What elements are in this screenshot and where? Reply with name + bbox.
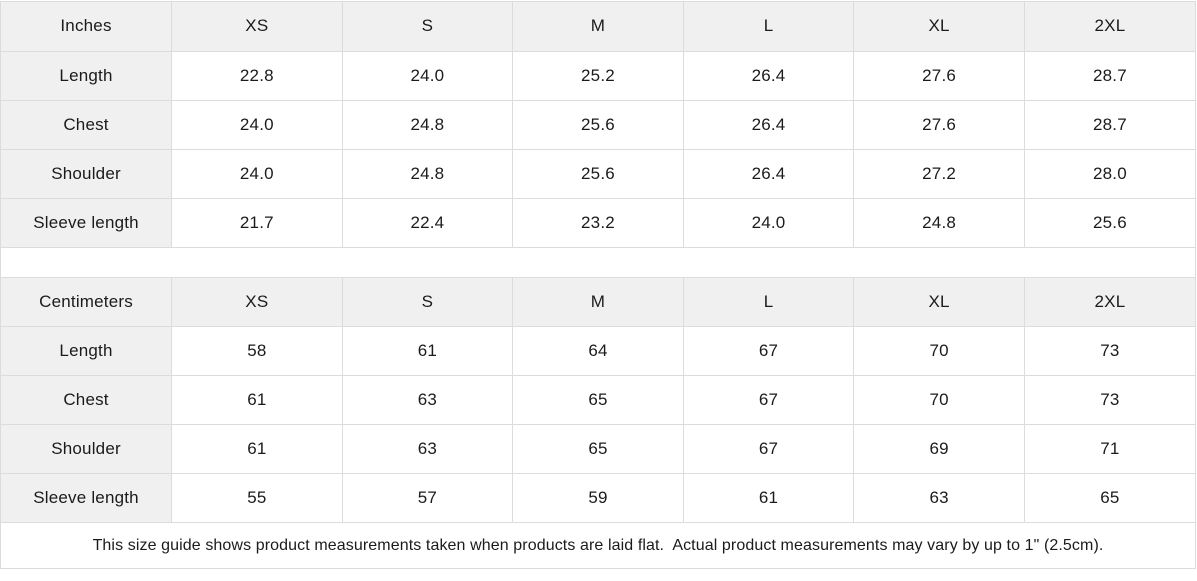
size-header-xs: XS — [171, 277, 343, 327]
row-label: Shoulder — [1, 149, 173, 199]
measurement-cell: 27.6 — [853, 51, 1025, 101]
size-header-xs: XS — [171, 2, 343, 52]
row-label: Chest — [1, 100, 173, 150]
measurement-cell: 70 — [853, 326, 1025, 376]
measurement-cell: 73 — [1024, 326, 1195, 376]
size-guide: Inches XS S M L XL 2XL Length 22.8 24.0 … — [0, 1, 1196, 569]
table-section-gap — [1, 247, 1195, 278]
measurement-cell: 67 — [683, 375, 855, 425]
measurement-cell: 59 — [512, 473, 684, 523]
measurement-cell: 67 — [683, 326, 855, 376]
measurement-cell: 28.7 — [1024, 100, 1195, 150]
table-row-shoulder: Shoulder 61 63 65 67 69 71 — [1, 424, 1195, 474]
measurement-cell: 27.6 — [853, 100, 1025, 150]
measurement-cell: 25.2 — [512, 51, 684, 101]
measurement-cell: 63 — [853, 473, 1025, 523]
measurement-cell: 24.0 — [171, 100, 343, 150]
table-row-sleeve-length: Sleeve length 21.7 22.4 23.2 24.0 24.8 2… — [1, 198, 1195, 248]
measurement-cell: 27.2 — [853, 149, 1025, 199]
size-header-s: S — [342, 2, 514, 52]
measurement-cell: 25.6 — [512, 149, 684, 199]
table-row-shoulder: Shoulder 24.0 24.8 25.6 26.4 27.2 28.0 — [1, 149, 1195, 199]
unit-header-inches: Inches — [1, 2, 173, 52]
size-header-2xl: 2XL — [1024, 2, 1195, 52]
unit-header-centimeters: Centimeters — [1, 277, 173, 327]
measurement-cell: 73 — [1024, 375, 1195, 425]
row-label: Length — [1, 51, 173, 101]
measurement-cell: 55 — [171, 473, 343, 523]
measurement-cell: 65 — [512, 375, 684, 425]
measurement-cell: 64 — [512, 326, 684, 376]
size-header-xl: XL — [853, 2, 1025, 52]
measurement-cell: 23.2 — [512, 198, 684, 248]
table-row-length: Length 58 61 64 67 70 73 — [1, 326, 1195, 376]
measurement-cell: 65 — [1024, 473, 1195, 523]
row-label: Shoulder — [1, 424, 173, 474]
measurement-cell: 25.6 — [1024, 198, 1195, 248]
measurement-cell: 70 — [853, 375, 1025, 425]
measurement-cell: 65 — [512, 424, 684, 474]
size-header-m: M — [512, 277, 684, 327]
size-header-xl: XL — [853, 277, 1025, 327]
size-header-l: L — [683, 277, 855, 327]
centimeters-header-row: Centimeters XS S M L XL 2XL — [1, 277, 1195, 327]
measurement-cell: 28.0 — [1024, 149, 1195, 199]
measurement-cell: 22.4 — [342, 198, 514, 248]
measurement-cell: 24.8 — [853, 198, 1025, 248]
measurement-cell: 26.4 — [683, 100, 855, 150]
measurement-cell: 28.7 — [1024, 51, 1195, 101]
measurement-cell: 61 — [342, 326, 514, 376]
centimeters-size-table: Centimeters XS S M L XL 2XL Length 58 61… — [1, 277, 1195, 523]
size-header-s: S — [342, 277, 514, 327]
size-guide-note: This size guide shows product measuremen… — [1, 523, 1195, 568]
size-header-m: M — [512, 2, 684, 52]
measurement-cell: 57 — [342, 473, 514, 523]
measurement-cell: 25.6 — [512, 100, 684, 150]
measurement-cell: 26.4 — [683, 51, 855, 101]
measurement-cell: 24.8 — [342, 149, 514, 199]
measurement-cell: 24.0 — [683, 198, 855, 248]
measurement-cell: 24.0 — [171, 149, 343, 199]
table-row-chest: Chest 24.0 24.8 25.6 26.4 27.6 28.7 — [1, 100, 1195, 150]
measurement-cell: 21.7 — [171, 198, 343, 248]
measurement-cell: 71 — [1024, 424, 1195, 474]
measurement-cell: 63 — [342, 375, 514, 425]
inches-size-table: Inches XS S M L XL 2XL Length 22.8 24.0 … — [1, 2, 1195, 248]
row-label: Sleeve length — [1, 473, 173, 523]
inches-header-row: Inches XS S M L XL 2XL — [1, 2, 1195, 52]
row-label: Length — [1, 326, 173, 376]
table-row-chest: Chest 61 63 65 67 70 73 — [1, 375, 1195, 425]
size-header-2xl: 2XL — [1024, 277, 1195, 327]
measurement-cell: 67 — [683, 424, 855, 474]
table-row-length: Length 22.8 24.0 25.2 26.4 27.6 28.7 — [1, 51, 1195, 101]
measurement-cell: 69 — [853, 424, 1025, 474]
measurement-cell: 24.0 — [342, 51, 514, 101]
row-label: Chest — [1, 375, 173, 425]
measurement-cell: 22.8 — [171, 51, 343, 101]
measurement-cell: 61 — [683, 473, 855, 523]
measurement-cell: 63 — [342, 424, 514, 474]
measurement-cell: 26.4 — [683, 149, 855, 199]
measurement-cell: 61 — [171, 424, 343, 474]
row-label: Sleeve length — [1, 198, 173, 248]
measurement-cell: 61 — [171, 375, 343, 425]
measurement-cell: 58 — [171, 326, 343, 376]
size-header-l: L — [683, 2, 855, 52]
table-row-sleeve-length: Sleeve length 55 57 59 61 63 65 — [1, 473, 1195, 523]
measurement-cell: 24.8 — [342, 100, 514, 150]
